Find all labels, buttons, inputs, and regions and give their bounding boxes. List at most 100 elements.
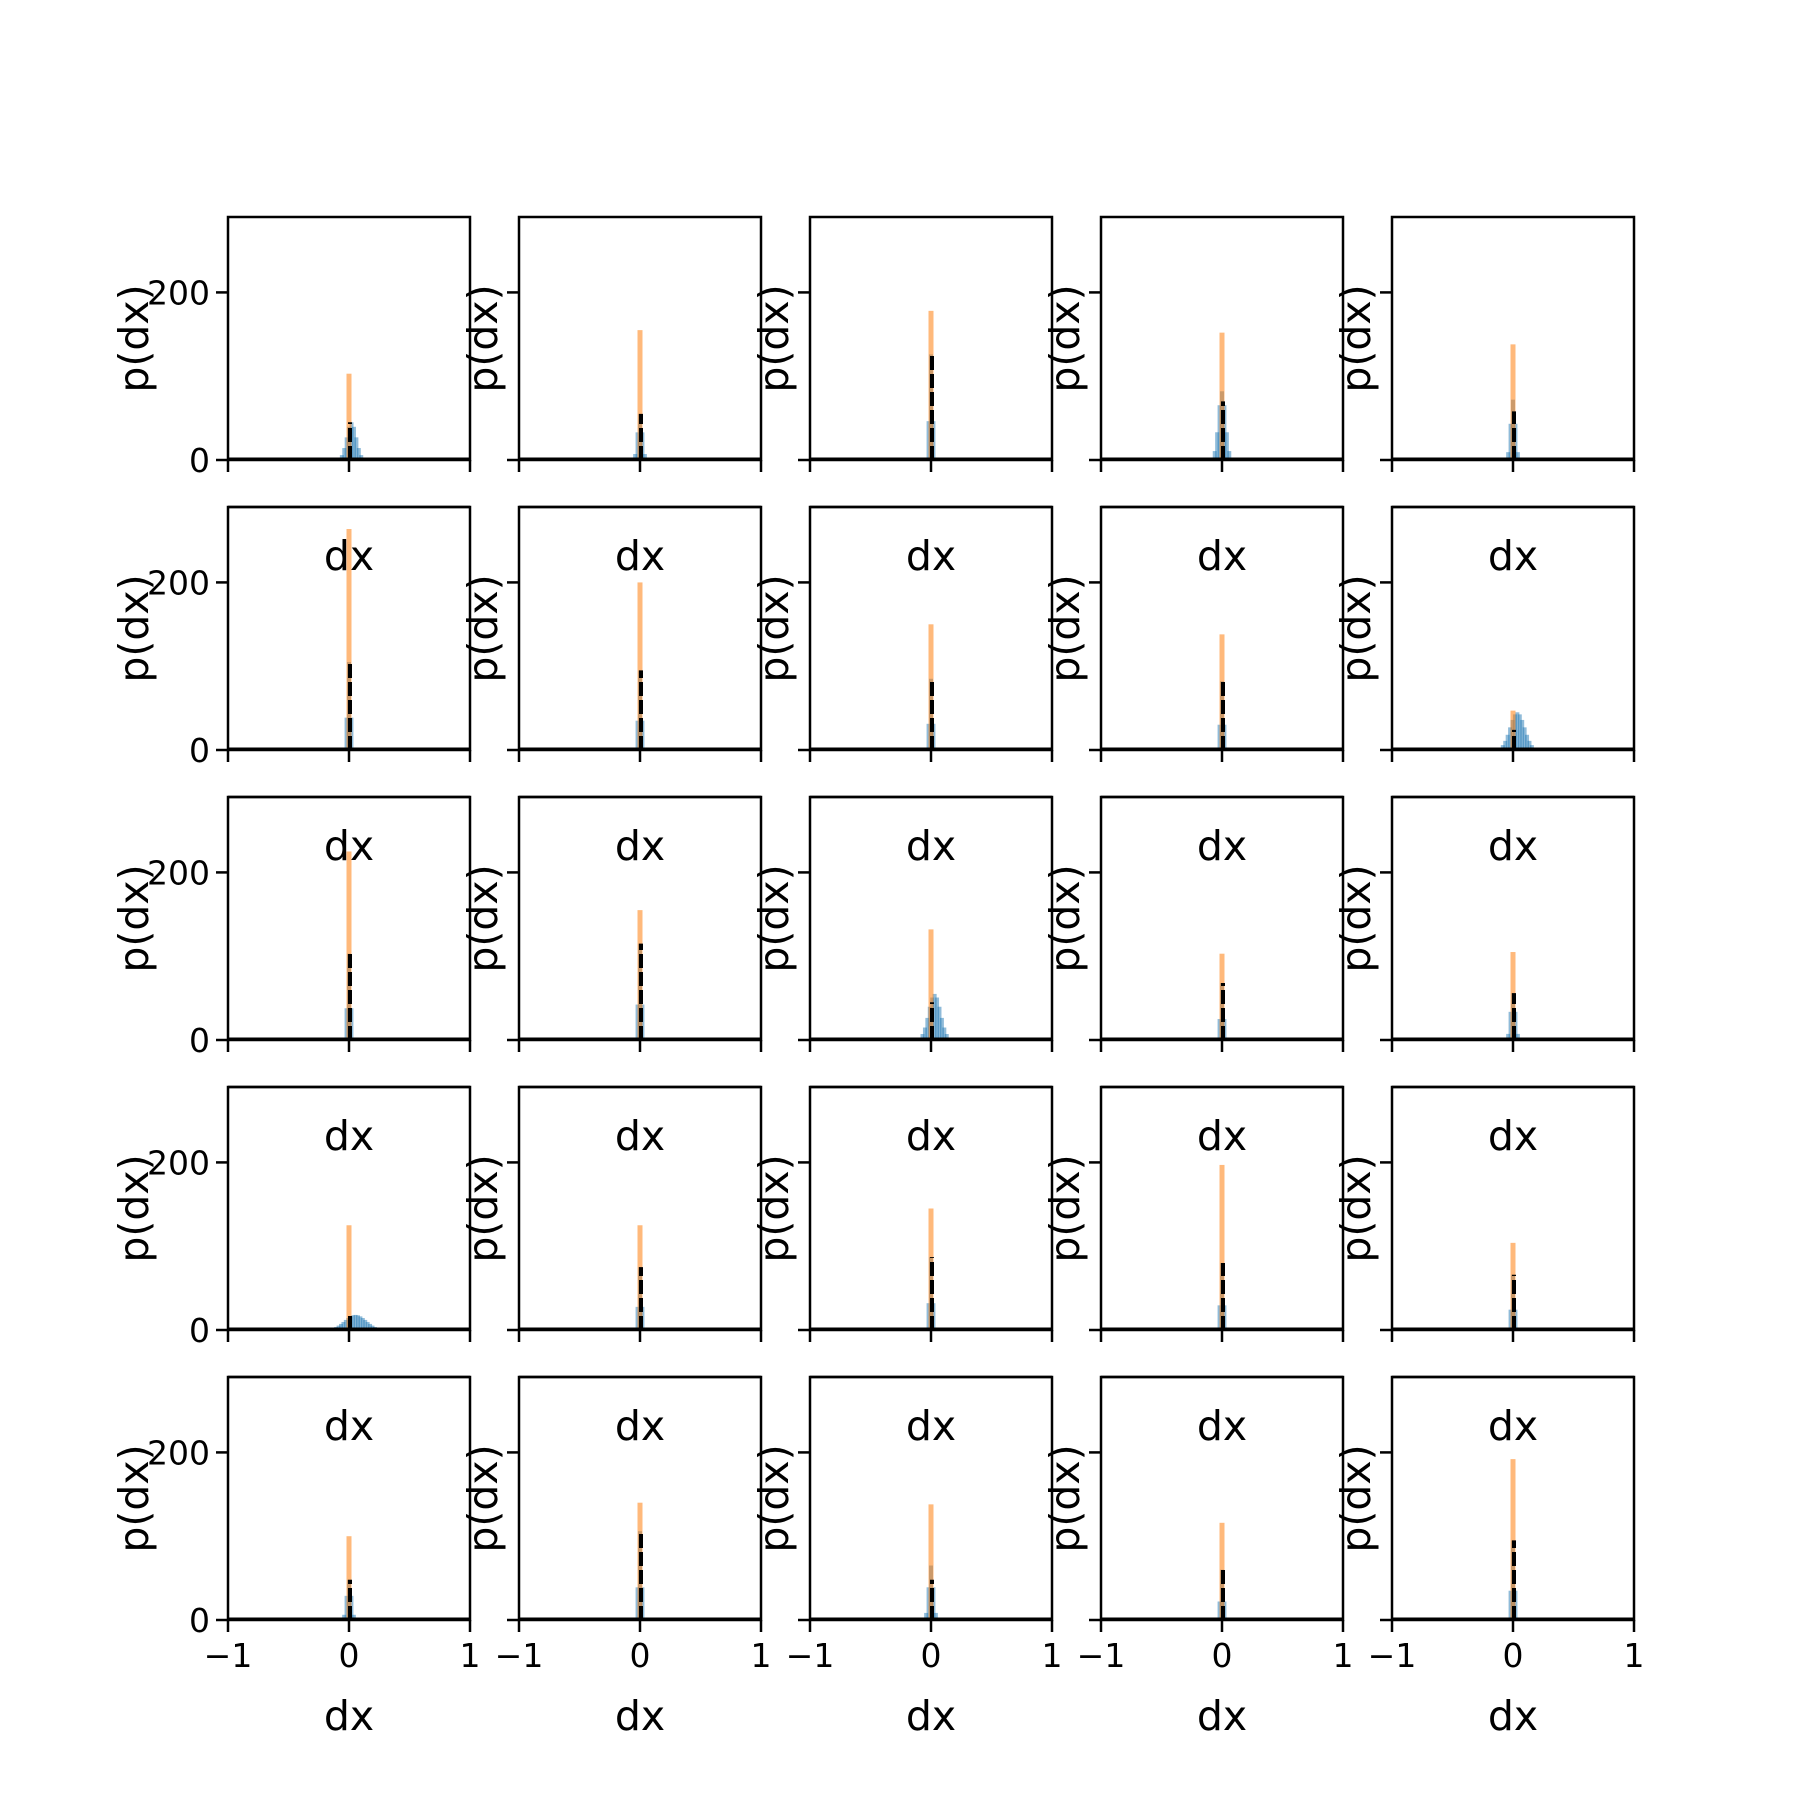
y-axis-label: p(dx) xyxy=(750,284,798,392)
blue-hist-bar xyxy=(339,1323,344,1330)
blue-hist-bar xyxy=(355,1315,360,1330)
panel-r5-c3: −1 0 1 dx p(dx) xyxy=(750,1375,1063,1740)
x-axis-label: dx xyxy=(906,1112,956,1160)
y-axis-label: p(dx) xyxy=(110,864,158,972)
blue-hist-bar xyxy=(341,1321,346,1330)
label-overlap-mask xyxy=(521,1089,759,1109)
blue-hist-bar xyxy=(1525,734,1530,750)
y-axis-label: p(dx) xyxy=(1041,284,1089,392)
x-axis-label: dx xyxy=(906,822,956,870)
label-overlap-mask xyxy=(1103,799,1341,819)
orange-hist-bar xyxy=(637,1225,643,1330)
orange-hist-bar xyxy=(1219,1164,1225,1330)
panels-group: 0200dxp(dx)dxp(dx)dxp(dx)dxp(dx)dxp(dx)0… xyxy=(110,215,1645,1740)
x-axis-label: dx xyxy=(615,1692,665,1740)
x-axis-label: dx xyxy=(1488,822,1538,870)
label-overlap-mask xyxy=(812,1089,1050,1109)
x-tick-label: 1 xyxy=(1333,1636,1354,1675)
blue-hist-bar xyxy=(1508,727,1513,750)
panel-r3-c1: 0 200 dx p(dx) xyxy=(110,795,472,1160)
y-axis-label: p(dx) xyxy=(1041,1154,1089,1262)
x-tick-label: 1 xyxy=(751,1636,772,1675)
blue-hist-bar xyxy=(1515,452,1520,460)
panel-r5-c5: −1 0 1 dx p(dx) xyxy=(1332,1375,1645,1740)
y-tick-label: 0 xyxy=(189,1311,210,1350)
panel-r3-c5: dx p(dx) xyxy=(1332,795,1636,1160)
panel-r1-c3: dx p(dx) xyxy=(750,215,1054,580)
blue-hist-bar xyxy=(363,1319,368,1330)
blue-hist-bar xyxy=(342,1614,347,1620)
blue-hist-bar xyxy=(1224,432,1229,460)
label-overlap-mask xyxy=(812,1379,1050,1399)
blue-hist-bar xyxy=(354,437,359,460)
orange-hist-bar xyxy=(346,1536,352,1620)
y-axis-label: p(dx) xyxy=(1332,864,1380,972)
orange-hist-bar xyxy=(346,373,352,460)
y-axis-label: p(dx) xyxy=(1041,574,1089,682)
y-axis-label: p(dx) xyxy=(1041,864,1089,972)
blue-hist-bar xyxy=(368,1323,373,1330)
orange-hist-bar xyxy=(346,515,352,750)
label-overlap-mask xyxy=(1103,509,1341,529)
blue-hist-bar xyxy=(922,1027,927,1040)
y-axis-label: p(dx) xyxy=(459,284,507,392)
y-axis-label: p(dx) xyxy=(1041,1444,1089,1552)
blue-hist-bar xyxy=(351,1614,356,1620)
blue-hist-bar xyxy=(1517,714,1522,750)
blue-hist-bar xyxy=(1515,1033,1520,1040)
label-overlap-mask xyxy=(230,1379,468,1399)
x-tick-label: −1 xyxy=(1368,1636,1417,1675)
panel-r5-c2: −1 0 1 dx p(dx) xyxy=(459,1375,772,1740)
panel-r4-c2: dx p(dx) xyxy=(459,1085,763,1450)
blue-hist-bar xyxy=(1212,451,1217,460)
blue-hist-bar xyxy=(358,1316,363,1330)
x-axis-label: dx xyxy=(1488,1112,1538,1160)
label-overlap-mask xyxy=(1394,509,1632,529)
blue-hist-bar xyxy=(360,1317,365,1330)
blue-hist-bar xyxy=(343,1319,348,1330)
blue-hist-bar xyxy=(1227,451,1232,460)
panel-r5-c4: −1 0 1 dx p(dx) xyxy=(1041,1375,1354,1740)
x-axis-label: dx xyxy=(1197,822,1247,870)
orange-hist-bar xyxy=(928,929,934,1040)
blue-hist-bar xyxy=(1506,1033,1511,1040)
blue-hist-bar xyxy=(342,448,347,460)
x-tick-label: −1 xyxy=(495,1636,544,1675)
blue-hist-bar xyxy=(924,1612,929,1620)
x-tick-label: 0 xyxy=(921,1636,942,1675)
y-tick-label: 0 xyxy=(189,1021,210,1060)
blue-hist-bar xyxy=(351,1315,356,1330)
label-overlap-mask xyxy=(521,509,759,529)
label-overlap-mask xyxy=(1103,1379,1341,1399)
y-tick-label: 0 xyxy=(189,1601,210,1640)
panel-r4-c5: dx p(dx) xyxy=(1332,1085,1636,1450)
x-axis-label: dx xyxy=(615,532,665,580)
orange-hist-bar xyxy=(1510,1459,1516,1620)
label-overlap-mask xyxy=(1394,1379,1632,1399)
blue-hist-bar xyxy=(351,426,356,460)
y-axis-label: p(dx) xyxy=(750,864,798,972)
panel-r1-c2: dx p(dx) xyxy=(459,215,763,580)
blue-hist-bar xyxy=(925,1017,930,1040)
y-axis-label: p(dx) xyxy=(459,574,507,682)
x-tick-label: −1 xyxy=(786,1636,835,1675)
blue-hist-bar xyxy=(642,454,647,460)
panel-r3-c4: dx p(dx) xyxy=(1041,795,1345,1160)
x-axis-label: dx xyxy=(906,532,956,580)
y-axis-label: p(dx) xyxy=(750,1444,798,1552)
label-overlap-mask xyxy=(812,509,1050,529)
blue-hist-bar xyxy=(944,1034,949,1040)
blue-hist-bar xyxy=(1503,740,1508,750)
x-tick-label: 1 xyxy=(1042,1636,1063,1675)
x-axis-label: dx xyxy=(324,1692,374,1740)
y-axis-label: p(dx) xyxy=(750,574,798,682)
y-tick-label: 0 xyxy=(189,441,210,480)
blue-hist-bar xyxy=(633,454,638,460)
x-axis-label: dx xyxy=(615,1402,665,1450)
y-axis-label: p(dx) xyxy=(110,284,158,392)
x-axis-label: dx xyxy=(1197,1112,1247,1160)
